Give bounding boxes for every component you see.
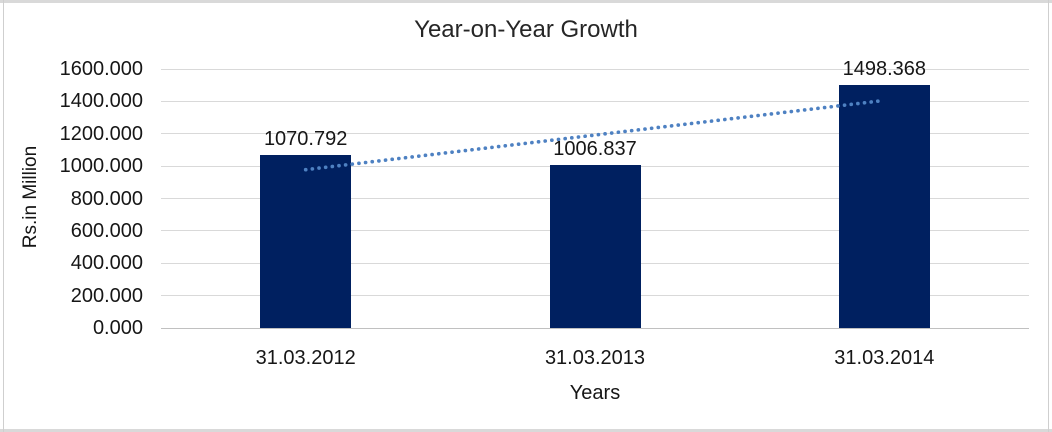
x-category-label: 31.03.2013 <box>544 347 646 369</box>
x-axis-line <box>161 327 1029 329</box>
y-tick-label: 600.000 <box>70 219 143 242</box>
x-axis-title: Years <box>569 382 621 404</box>
frame-border-left <box>3 0 4 432</box>
bar <box>549 165 641 328</box>
y-tick-label: 200.000 <box>70 284 143 307</box>
y-tick-label: 1600.000 <box>59 58 143 80</box>
bar <box>260 154 352 328</box>
frame-border-right <box>1048 0 1049 432</box>
y-tick-label: 0.000 <box>92 317 143 339</box>
y-tick-label: 1200.000 <box>59 122 143 145</box>
bar-value-label: 1498.368 <box>842 58 927 81</box>
x-category-label: 31.03.2012 <box>255 347 356 369</box>
bar-value-label: 1070.792 <box>263 127 348 150</box>
frame-border-top <box>0 0 1052 3</box>
y-tick-label: 800.000 <box>70 187 143 210</box>
x-category-label: 31.03.2014 <box>834 347 935 369</box>
y-tick-label: 400.000 <box>70 252 143 275</box>
bar <box>838 85 930 328</box>
bar-value-label: 1006.837 <box>553 138 637 161</box>
gridline <box>161 68 1029 70</box>
y-tick-label: 1000.000 <box>59 155 143 178</box>
y-tick-label: 1400.000 <box>59 90 143 113</box>
chart-title: Year-on-Year Growth <box>414 16 638 43</box>
